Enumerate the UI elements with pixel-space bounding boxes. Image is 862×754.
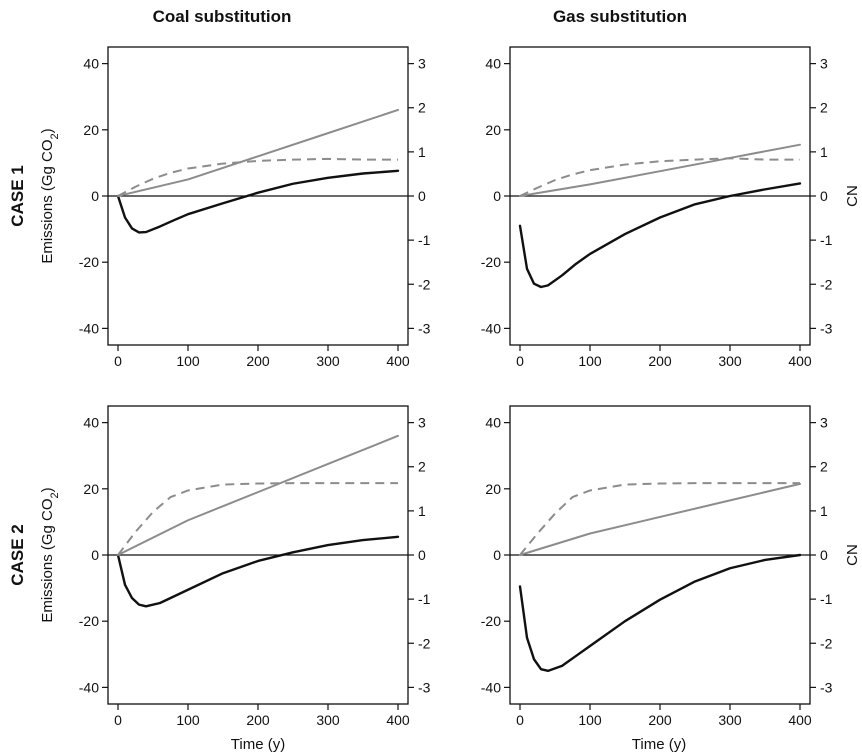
y-tick-label-case2-coal: -40: [79, 679, 99, 695]
series-solid-gray-case1-gas: [519, 143, 801, 197]
panel-case1-coal: -40 -20 0 20 40 -3 -2 -1 0 1 2 3 0 100 200 300 400: [79, 46, 431, 369]
panel-case1-gas: -40 -20 0 20 40 -3 -2 -1 0 1 2 3 0 100 200 300 400: [481, 46, 833, 369]
y2-tick-label-case2-gas: 0: [820, 547, 828, 563]
x-tick-label-case2-gas: 100: [578, 712, 602, 728]
y2-tick-label-case2-gas: -1: [820, 591, 833, 607]
x-tick-label-case2-coal: 400: [386, 712, 410, 728]
series-dashed-gray-case2-coal: [117, 482, 398, 556]
y2-tick-label-case2-gas: 3: [820, 415, 828, 431]
series-dashed-gray-case2-gas: [519, 482, 800, 556]
right-axis-label-case1: CN: [844, 185, 861, 207]
x-tick-label-case2-coal: 300: [316, 712, 340, 728]
y2-tick-label-case2-coal: 0: [418, 547, 426, 563]
y2-tick-label-case2-gas: 2: [820, 459, 828, 475]
y-tick-label-case1-gas: -20: [481, 254, 501, 270]
x-tick-label-case1-gas: 200: [648, 353, 672, 369]
y2-tick-label-case1-gas: -1: [820, 232, 833, 248]
x-tick-label-case1-gas: 100: [578, 353, 602, 369]
y-tick-label-case1-coal: 20: [83, 122, 99, 138]
y-axis-label-case2: Emissions (Gg CO2): [39, 487, 61, 622]
x-tick-label-case2-coal: 200: [246, 712, 270, 728]
y2-tick-label-case1-coal: 1: [418, 144, 426, 160]
series-solid-black-case1-gas: [518, 182, 802, 289]
y-tick-label-case2-gas: 20: [485, 481, 501, 497]
y2-tick-label-case1-coal: 3: [418, 56, 426, 72]
series-dashed-gray-case1-coal: [117, 157, 398, 197]
y2-tick-label-case1-gas: 3: [820, 56, 828, 72]
x-tick-label-case1-coal: 300: [316, 353, 340, 369]
x-tick-label-case1-coal: 100: [176, 353, 200, 369]
y2-tick-label-case1-coal: 2: [418, 100, 426, 116]
y2-tick-label-case1-coal: -1: [418, 232, 431, 248]
x-axis-label-gas: Time (y): [632, 736, 686, 753]
panel-case2-coal: -40 -20 0 20 40 -3 -2 -1 0 1 2 3 0 100 200 300 400: [79, 405, 431, 728]
y-axis-label-case1: Emissions (Gg CO2): [39, 128, 61, 263]
row-title-case1: CASE 1: [8, 165, 27, 226]
y-tick-label-case1-gas: -40: [481, 320, 501, 336]
y2-tick-label-case1-gas: -3: [820, 320, 833, 336]
y-tick-label-case1-gas: 20: [485, 122, 501, 138]
x-tick-label-case2-gas: 300: [718, 712, 742, 728]
series-solid-black-case1-coal: [116, 169, 400, 234]
x-tick-label-case2-gas: 400: [788, 712, 812, 728]
x-tick-label-case1-coal: 200: [246, 353, 270, 369]
panel-case2-gas: -40 -20 0 20 40 -3 -2 -1 0 1 2 3 0 100 200 300 400: [481, 405, 833, 728]
y-tick-label-case2-gas: 0: [493, 547, 501, 563]
y-tick-label-case2-gas: 40: [485, 415, 501, 431]
x-tick-label-case2-coal: 100: [176, 712, 200, 728]
series-solid-black-case2-gas: [518, 553, 802, 673]
y2-tick-label-case2-gas: -2: [820, 635, 833, 651]
y-tick-label-case1-coal: 0: [91, 188, 99, 204]
y2-tick-label-case1-gas: -2: [820, 276, 833, 292]
series-solid-gray-case2-coal: [117, 434, 399, 556]
series-dashed-gray-case1-gas: [519, 157, 800, 197]
row-title-case2: CASE 2: [8, 524, 27, 585]
y2-tick-label-case2-coal: 3: [418, 415, 426, 431]
series-solid-gray-case1-coal: [117, 108, 399, 197]
y2-tick-label-case1-coal: -3: [418, 320, 431, 336]
y-tick-label-case2-gas: -40: [481, 679, 501, 695]
y-tick-label-case2-coal: 40: [83, 415, 99, 431]
y-tick-label-case2-coal: -20: [79, 613, 99, 629]
column-title-coal: Coal substitution: [153, 7, 292, 26]
y2-tick-label-case1-coal: -2: [418, 276, 431, 292]
x-tick-label-case1-gas: 0: [516, 353, 524, 369]
y2-tick-label-case2-coal: -1: [418, 591, 431, 607]
y2-tick-label-case1-gas: 1: [820, 144, 828, 160]
y2-tick-label-case1-coal: 0: [418, 188, 426, 204]
x-tick-label-case1-coal: 0: [114, 353, 122, 369]
y-tick-label-case1-coal: 40: [83, 56, 99, 72]
column-title-gas: Gas substitution: [553, 7, 687, 26]
y2-tick-label-case2-coal: 1: [418, 503, 426, 519]
x-tick-label-case1-gas: 300: [718, 353, 742, 369]
y-tick-label-case1-gas: 0: [493, 188, 501, 204]
y2-tick-label-case2-coal: 2: [418, 459, 426, 475]
x-tick-label-case2-coal: 0: [114, 712, 122, 728]
y2-tick-label-case2-gas: 1: [820, 503, 828, 519]
x-tick-label-case2-gas: 0: [516, 712, 524, 728]
y-tick-label-case2-coal: 20: [83, 481, 99, 497]
y-tick-label-case1-coal: -40: [79, 320, 99, 336]
right-axis-label-case2: CN: [844, 544, 861, 566]
y2-tick-label-case2-coal: -2: [418, 635, 431, 651]
y2-tick-label-case2-gas: -3: [820, 679, 833, 695]
y2-tick-label-case1-gas: 0: [820, 188, 828, 204]
y-tick-label-case2-coal: 0: [91, 547, 99, 563]
y2-tick-label-case1-gas: 2: [820, 100, 828, 116]
x-tick-label-case1-coal: 400: [386, 353, 410, 369]
y-tick-label-case1-gas: 40: [485, 56, 501, 72]
x-tick-label-case2-gas: 200: [648, 712, 672, 728]
series-solid-gray-case2-gas: [519, 482, 801, 556]
y2-tick-label-case2-coal: -3: [418, 679, 431, 695]
x-tick-label-case1-gas: 400: [788, 353, 812, 369]
y-tick-label-case1-coal: -20: [79, 254, 99, 270]
series-solid-black-case2-coal: [116, 535, 400, 608]
x-axis-label-coal: Time (y): [231, 736, 285, 753]
y-tick-label-case2-gas: -20: [481, 613, 501, 629]
